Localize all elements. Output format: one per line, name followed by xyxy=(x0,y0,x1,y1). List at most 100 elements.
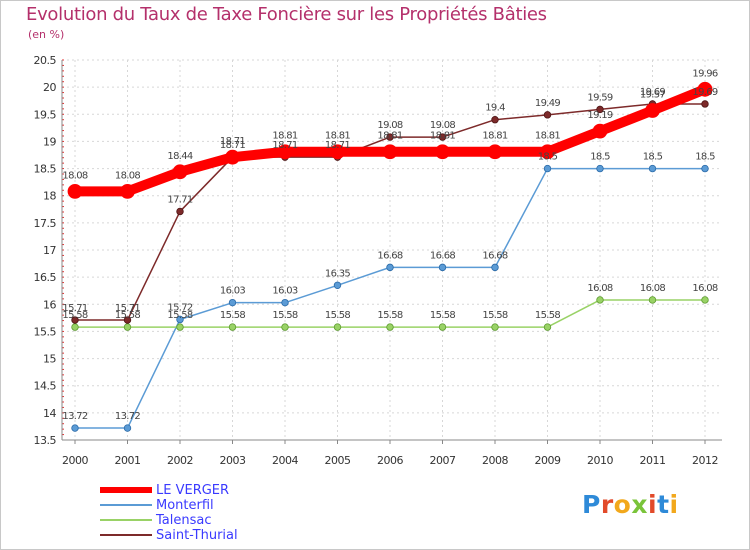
data-label-talensac: 15.58 xyxy=(220,310,245,321)
data-label-saint-thurial: 15.71 xyxy=(115,303,140,314)
y-tick-label: 14.5 xyxy=(34,380,57,393)
y-tick-label: 13.5 xyxy=(34,434,57,447)
x-tick-label: 2000 xyxy=(62,454,88,467)
y-tick-label: 20 xyxy=(43,81,56,94)
data-label-le-verger: 18.81 xyxy=(430,131,455,142)
x-tick-label: 2004 xyxy=(272,454,298,467)
data-label-le-verger: 19.19 xyxy=(587,110,612,121)
data-label-le-verger: 18.71 xyxy=(220,136,245,147)
data-label-le-verger: 18.81 xyxy=(377,131,402,142)
data-label-saint-thurial: 19.4 xyxy=(485,103,505,114)
data-label-le-verger: 18.81 xyxy=(535,131,560,142)
y-tick-label: 14 xyxy=(43,407,56,420)
data-label-talensac: 16.08 xyxy=(587,283,612,294)
data-point-saint-thurial xyxy=(596,105,604,114)
data-point-le-verger xyxy=(697,81,713,97)
data-point-le-verger xyxy=(487,144,503,160)
data-label-monterfil: 18.5 xyxy=(590,152,610,163)
data-point-le-verger xyxy=(67,183,83,199)
y-tick-label: 20.5 xyxy=(34,54,57,67)
legend-label-le-verger: LE VERGER xyxy=(156,483,230,498)
data-point-le-verger xyxy=(120,183,135,199)
x-tick-label: 2006 xyxy=(377,454,403,467)
logo-letter-i-2: i xyxy=(669,490,679,519)
data-label-talensac: 15.58 xyxy=(325,310,350,321)
data-point-monterfil xyxy=(596,164,604,173)
data-label-le-verger: 18.81 xyxy=(272,131,297,142)
data-label-monterfil: 16.03 xyxy=(272,286,297,297)
data-label-talensac: 15.58 xyxy=(272,310,297,321)
legend-swatch-talensac xyxy=(100,519,152,521)
data-label-talensac: 15.58 xyxy=(62,310,87,321)
data-point-talensac xyxy=(386,323,394,331)
data-label-monterfil: 18.5 xyxy=(695,152,715,163)
data-label-monterfil: 16.03 xyxy=(220,286,245,297)
data-point-saint-thurial xyxy=(438,133,447,141)
legend-swatch-saint-thurial xyxy=(100,534,152,536)
y-tick-label: 15 xyxy=(43,353,56,366)
y-axis-unit: (en %) xyxy=(28,28,65,41)
data-label-saint-thurial: 18.71 xyxy=(272,140,297,151)
data-label-monterfil: 16.68 xyxy=(430,250,455,261)
y-tick-label: 17 xyxy=(43,244,56,257)
x-tick-label: 2009 xyxy=(535,454,561,467)
data-point-le-verger xyxy=(540,144,555,160)
logo-letter-p: P xyxy=(582,490,601,519)
logo-letter-x: x xyxy=(631,490,648,519)
y-tick-label: 17.5 xyxy=(34,217,57,230)
data-point-talensac xyxy=(701,296,709,304)
data-point-monterfil xyxy=(701,164,709,173)
data-point-le-verger xyxy=(225,149,240,165)
data-point-saint-thurial xyxy=(701,100,709,108)
y-tick-label: 16 xyxy=(43,298,56,311)
data-label-monterfil: 13.72 xyxy=(62,411,87,422)
data-point-talensac xyxy=(596,296,604,304)
legend-label-talensac: Talensac xyxy=(156,513,212,528)
x-tick-label: 2011 xyxy=(640,454,666,467)
data-point-le-verger xyxy=(382,144,398,160)
data-point-monterfil xyxy=(228,298,237,307)
data-label-talensac: 15.58 xyxy=(535,310,560,321)
data-point-monterfil xyxy=(123,424,132,432)
data-label-le-verger: 18.81 xyxy=(325,131,350,142)
data-label-monterfil: 18.5 xyxy=(643,152,663,163)
y-tick-label: 19.5 xyxy=(34,108,57,121)
data-label-talensac: 16.08 xyxy=(692,283,717,294)
data-point-monterfil xyxy=(333,281,342,289)
logo-letter-t: t xyxy=(657,490,670,519)
data-label-saint-thurial: 19.59 xyxy=(587,92,612,103)
x-tick-label: 2010 xyxy=(587,454,613,467)
x-tick-label: 2012 xyxy=(692,454,718,467)
legend-swatch-monterfil xyxy=(100,504,152,506)
data-label-monterfil: 15.72 xyxy=(167,302,192,313)
data-label-saint-thurial: 19.08 xyxy=(377,120,402,131)
data-label-saint-thurial: 19.08 xyxy=(430,120,455,131)
data-point-monterfil xyxy=(281,298,289,307)
data-point-saint-thurial xyxy=(543,111,552,119)
data-point-saint-thurial xyxy=(123,316,132,324)
x-tick-label: 2007 xyxy=(430,454,456,467)
data-label-le-verger: 18.81 xyxy=(482,131,507,142)
legend-swatch-le-verger xyxy=(100,487,152,493)
data-label-talensac: 15.58 xyxy=(482,310,507,321)
logo-letter-r: r xyxy=(600,490,614,519)
data-point-monterfil xyxy=(438,263,447,272)
logo-letter-o: o xyxy=(613,490,632,519)
x-tick-label: 2003 xyxy=(220,454,246,467)
data-label-le-verger: 19.96 xyxy=(692,68,717,79)
data-label-talensac: 16.08 xyxy=(640,283,665,294)
data-point-talensac xyxy=(438,323,447,331)
data-label-saint-thurial: 19.49 xyxy=(535,98,560,109)
y-tick-label: 18 xyxy=(43,190,56,203)
data-point-saint-thurial xyxy=(71,316,79,324)
data-label-talensac: 15.58 xyxy=(167,310,192,321)
data-label-le-verger: 18.08 xyxy=(115,170,140,181)
data-label-talensac: 15.58 xyxy=(115,310,140,321)
data-point-le-verger xyxy=(330,144,345,160)
data-point-le-verger xyxy=(172,164,188,180)
proxiti-logo: Proxiti xyxy=(582,490,679,519)
data-point-le-verger xyxy=(592,123,608,139)
data-point-monterfil xyxy=(491,263,499,272)
data-label-monterfil: 16.35 xyxy=(325,268,350,279)
x-tick-label: 2008 xyxy=(482,454,508,467)
